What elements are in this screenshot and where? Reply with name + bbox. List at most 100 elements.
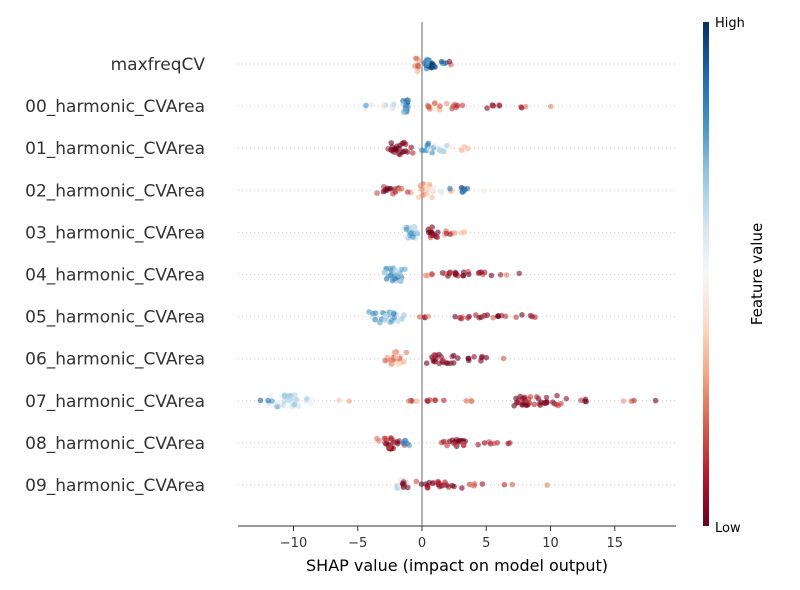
shap-point (429, 271, 435, 277)
shap-point (429, 480, 436, 487)
x-tick-label: −5 (348, 536, 367, 551)
shap-point (388, 317, 395, 324)
shap-point (401, 312, 407, 318)
shap-point (398, 185, 405, 192)
shap-point (620, 398, 627, 404)
shap-point (631, 397, 637, 404)
shap-point (490, 314, 497, 321)
shap-point (363, 102, 369, 109)
feature-label: 09_harmonic_CVArea (25, 476, 205, 496)
shap-point (424, 191, 430, 197)
shap-point (414, 398, 420, 404)
colorbar-title: Feature value (748, 223, 766, 325)
shap-point (446, 58, 453, 65)
shap-point (488, 272, 495, 279)
shap-point (413, 229, 420, 236)
x-axis-ticks: −10 −5 0 5 10 15 (280, 526, 623, 551)
shap-point (404, 440, 411, 447)
shap-point (509, 481, 516, 488)
feature-label: 01_harmonic_CVArea (25, 139, 205, 159)
shap-point (449, 143, 456, 150)
shap-point (458, 147, 465, 153)
shap-point (283, 404, 290, 410)
shap-point (652, 397, 659, 404)
shap-point (396, 151, 402, 157)
shap-point (516, 270, 522, 277)
colorbar-low-label: Low (715, 521, 741, 536)
shap-point (438, 353, 444, 360)
shap-point (402, 233, 409, 240)
shap-point (497, 272, 504, 278)
shap-point (460, 272, 467, 279)
shap-point (465, 315, 471, 321)
shap-point (408, 144, 415, 151)
shap-point (410, 150, 416, 156)
shap-point (437, 148, 444, 154)
shap-point (288, 396, 294, 402)
shap-point (404, 189, 411, 195)
shap-point (503, 272, 510, 278)
feature-label: 08_harmonic_CVArea (25, 434, 205, 454)
shap-point (450, 352, 457, 359)
colorbar (703, 22, 709, 526)
shap-point (466, 271, 472, 278)
shap-point (415, 194, 422, 201)
shap-point (292, 392, 298, 398)
shap-point (396, 272, 402, 279)
shap-point (370, 310, 376, 317)
shap-point (393, 145, 399, 152)
shap-point (511, 403, 517, 409)
shap-point (452, 230, 458, 236)
shap-point (382, 312, 389, 319)
shap-point (531, 401, 537, 408)
shap-point (513, 395, 519, 402)
shap-point (423, 481, 429, 487)
shap-point (418, 481, 425, 488)
feature-label: 07_harmonic_CVArea (25, 392, 205, 412)
shap-point (429, 232, 436, 238)
shap-point (405, 97, 412, 104)
shap-point (442, 270, 448, 277)
shap-point (543, 394, 550, 401)
shap-point (483, 354, 490, 361)
feature-label: 04_harmonic_CVArea (25, 266, 205, 286)
feature-label: 05_harmonic_CVArea (25, 308, 205, 328)
shap-point (268, 402, 275, 409)
shap-point (465, 145, 471, 152)
shap-point (381, 269, 388, 276)
shap-point (257, 397, 264, 404)
shap-point (304, 395, 310, 402)
shap-point (425, 102, 431, 109)
shap-point (393, 353, 400, 360)
points-layer (257, 55, 659, 492)
shap-point (385, 146, 391, 152)
shap-point (455, 355, 461, 361)
shap-point (404, 484, 411, 491)
shap-point (372, 316, 379, 323)
shap-point (459, 102, 466, 109)
shap-point (336, 397, 342, 404)
shap-point (467, 482, 474, 488)
shap-point (484, 105, 490, 111)
shap-point (427, 397, 433, 403)
shap-point (425, 313, 432, 320)
shap-point (414, 68, 421, 75)
shap-point (523, 402, 529, 409)
shap-point (381, 317, 388, 324)
shap-point (406, 398, 412, 404)
shap-point (408, 230, 415, 237)
shap-point (294, 397, 300, 403)
x-tick-label: 15 (606, 536, 623, 551)
shap-point (443, 100, 450, 107)
shap-point (507, 440, 513, 446)
shap-point (519, 312, 525, 318)
feature-label: 00_harmonic_CVArea (25, 97, 205, 117)
shap-point (423, 360, 430, 367)
shap-point (475, 270, 482, 277)
shap-point (459, 485, 465, 491)
shap-point (495, 313, 502, 319)
shap-point (390, 311, 397, 317)
shap-point (461, 229, 468, 235)
feature-label: 03_harmonic_CVArea (25, 223, 205, 243)
shap-point (449, 482, 456, 489)
